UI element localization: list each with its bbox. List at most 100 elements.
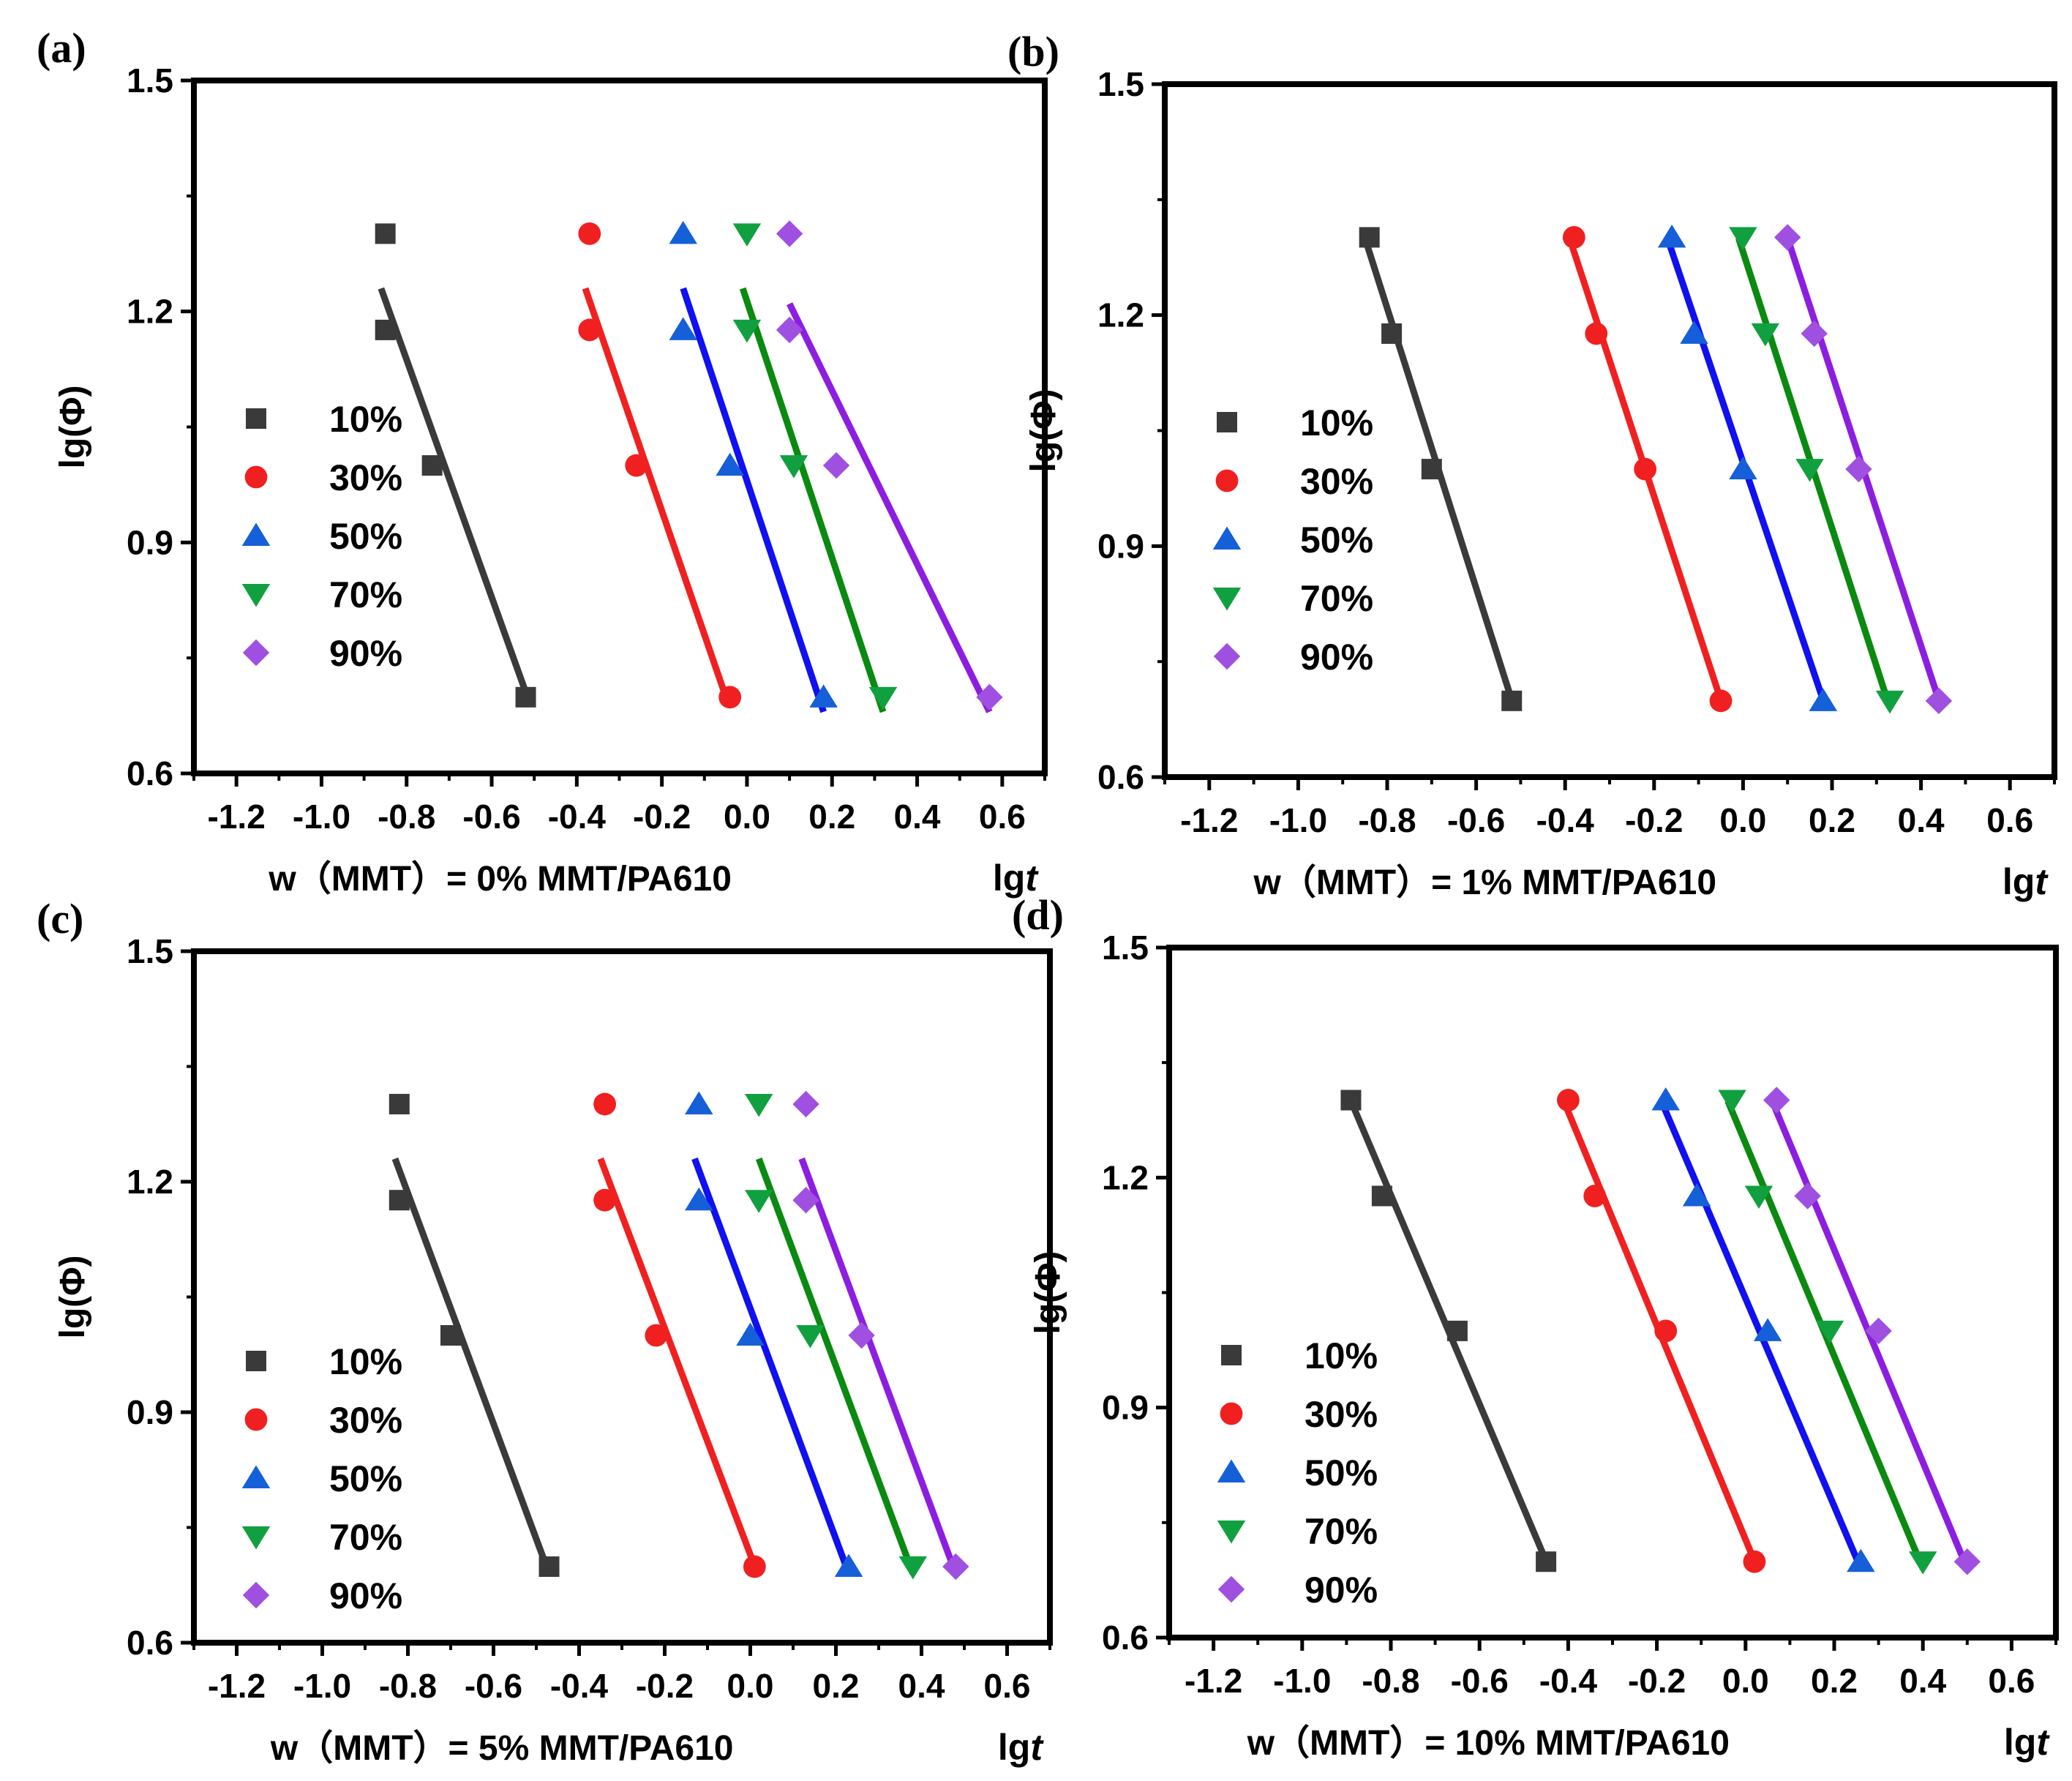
data-point-10pct (440, 1325, 461, 1346)
data-point-30pct (625, 454, 648, 477)
x-tick-label: -1.2 (1185, 1662, 1242, 1700)
data-point-90pct (1801, 320, 1828, 348)
data-point-50pct (834, 1553, 863, 1578)
data-point-50pct (1657, 224, 1686, 248)
data-point-50pct (669, 220, 697, 244)
x-axis-label: lgt (998, 1727, 1044, 1768)
data-point-30pct (1562, 225, 1585, 249)
data-point-70pct (732, 223, 762, 247)
x-tick-label: -1.2 (208, 798, 266, 836)
legend-label: 10% (329, 399, 402, 440)
x-tick-label: 0.2 (1809, 801, 1855, 839)
data-point-30pct (1634, 457, 1657, 481)
fit-line-30pct (582, 287, 729, 698)
data-point-30pct (1743, 1550, 1766, 1573)
data-point-90pct (1865, 1317, 1892, 1345)
y-tick-label: 0.6 (1102, 1619, 1149, 1657)
legend-label: 30% (329, 1400, 402, 1441)
legend-marker (1217, 1575, 1245, 1603)
data-point-90pct (1763, 1087, 1790, 1114)
x-tick-label: 0.0 (1722, 1662, 1769, 1700)
legend-label: 70% (329, 574, 402, 615)
data-point-30pct (645, 1324, 668, 1347)
data-point-50pct (1651, 1087, 1680, 1111)
legend-label: 50% (329, 1458, 402, 1499)
x-axis-label: lgt (2002, 861, 2049, 902)
data-point-50pct (669, 317, 697, 340)
panel-label: (d) (1012, 891, 1064, 939)
data-point-90pct (776, 220, 803, 247)
data-point-50pct (809, 684, 838, 708)
panel-caption: w（MMT）= 0% MMT/PA610 (268, 860, 732, 899)
data-point-10pct (375, 223, 396, 244)
data-point-10pct (1381, 323, 1403, 344)
data-point-90pct (1794, 1182, 1821, 1210)
legend-marker (1217, 1459, 1246, 1482)
legend-marker (241, 1526, 271, 1550)
fit-line-90pct (787, 302, 993, 713)
plot-frame (191, 948, 1053, 1646)
legend-label: 90% (329, 633, 402, 674)
x-tick-label: 0.4 (1899, 1662, 1946, 1700)
panel-caption: w（MMT）= 10% MMT/PA610 (1247, 1724, 1730, 1763)
y-tick-label: 1.2 (127, 1163, 173, 1201)
x-tick-label: -0.2 (633, 798, 691, 836)
data-point-10pct (1536, 1551, 1557, 1572)
data-point-90pct (848, 1321, 875, 1349)
legend-marker (1212, 588, 1242, 611)
y-axis-label: lg(Φ) (1024, 389, 1063, 472)
y-tick-label: 0.9 (1102, 1389, 1149, 1427)
x-tick-label: -0.4 (548, 798, 607, 836)
y-axis-label: lg(Φ) (1029, 1251, 1067, 1334)
data-point-50pct (716, 452, 744, 476)
plot-frame (191, 78, 1048, 776)
x-tick-label: 0.4 (898, 1667, 945, 1705)
legend-label: 50% (329, 516, 402, 557)
data-point-70pct (744, 1093, 773, 1117)
legend-marker (241, 584, 271, 607)
data-point-50pct (1753, 1318, 1782, 1341)
x-axis-label-italic: t (2036, 1722, 2050, 1763)
data-point-50pct (736, 1322, 765, 1346)
x-tick-label: -0.2 (1625, 801, 1683, 839)
fit-line-50pct (680, 287, 827, 713)
legend-marker (1212, 526, 1242, 550)
data-point-10pct (538, 1556, 560, 1578)
x-tick-label: -1.0 (1269, 801, 1327, 839)
data-point-10pct (421, 455, 443, 476)
data-point-30pct (1557, 1089, 1580, 1111)
data-point-70pct (1815, 1320, 1844, 1344)
data-point-30pct (1709, 689, 1733, 713)
x-tick-label: -0.8 (1358, 801, 1416, 839)
data-point-70pct (744, 1190, 773, 1213)
legend-label: 10% (1305, 1335, 1378, 1376)
panel-b: (b) -1.2 -1.0 -0.8 -0.6 -0.4 -0.2 0.0 0.2 0.4 0.6 0… (1007, 28, 2057, 902)
x-tick-label: 0.4 (1898, 801, 1945, 839)
y-tick-label: 1.2 (1102, 1158, 1149, 1196)
data-point-10pct (388, 1190, 410, 1211)
data-point-70pct (1875, 690, 1904, 714)
y-axis-label: lg(Φ) (53, 1255, 92, 1338)
data-point-30pct (593, 1188, 616, 1212)
data-point-70pct (1718, 1090, 1746, 1114)
x-axis-label-text: lg (2002, 861, 2035, 902)
y-tick-label: 1.2 (127, 293, 173, 331)
legend-label: 90% (329, 1575, 402, 1616)
x-tick-label: -1.0 (293, 1667, 351, 1705)
legend-marker (246, 1351, 266, 1371)
x-tick-label: 0.0 (724, 798, 770, 836)
data-point-10pct (375, 319, 396, 340)
data-point-90pct (1953, 1548, 1981, 1575)
x-axis-label-italic: t (1025, 858, 1039, 899)
data-point-90pct (1774, 224, 1801, 251)
x-tick-label: -0.6 (465, 1667, 522, 1705)
data-point-10pct (1359, 227, 1380, 248)
x-axis-label: lgt (2004, 1722, 2050, 1763)
x-axis-label-text: lg (993, 858, 1025, 899)
x-tick-label: -0.2 (1628, 1662, 1686, 1700)
x-tick-label: 0.0 (727, 1667, 774, 1705)
x-tick-label: -0.4 (1536, 801, 1595, 839)
data-point-30pct (1583, 1185, 1607, 1207)
legend-label: 10% (1300, 402, 1373, 443)
legend-marker (1217, 412, 1237, 432)
